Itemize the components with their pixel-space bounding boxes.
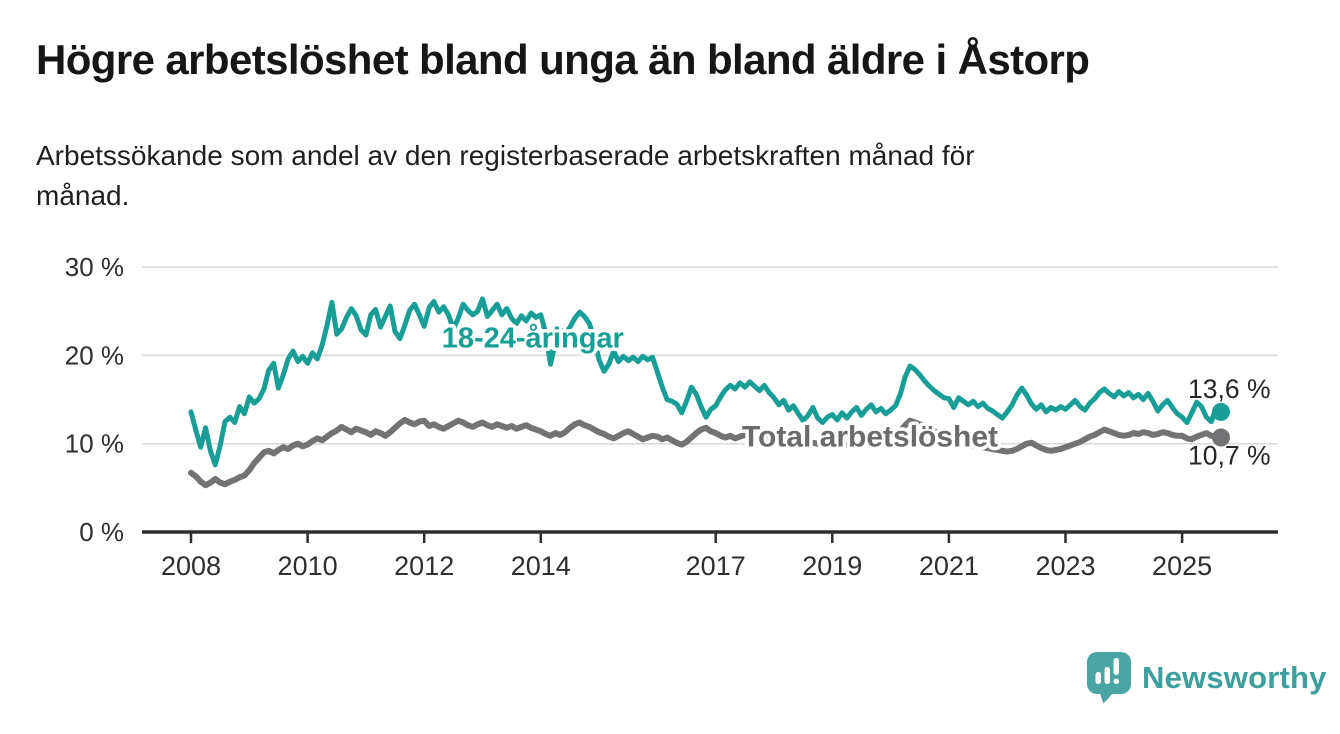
series-name-label-1: Total arbetslöshet: [742, 420, 998, 453]
x-tick-label: 2017: [686, 551, 746, 581]
newsworthy-logo: Newsworthy: [1086, 651, 1327, 704]
chart-subtitle-line-1: Arbetssökande som andel av den registerb…: [36, 140, 975, 171]
series-name-label-0: 18-24-åringar: [442, 323, 624, 355]
series-line-0: [188, 296, 1224, 468]
newsworthy-logo-text: Newsworthy: [1142, 659, 1327, 695]
x-tick-label: 2019: [802, 551, 862, 581]
x-tick-label: 2021: [919, 551, 979, 581]
series-end-value-label-0: 13,6 %: [1188, 374, 1271, 404]
y-tick-label: 0 %: [79, 517, 124, 547]
series-end-dot-0: [1212, 402, 1230, 421]
y-tick-label: 10 %: [65, 429, 124, 459]
x-tick-label: 2025: [1152, 551, 1212, 581]
x-tick-label: 2012: [394, 551, 454, 581]
newsworthy-logo-icon: [1087, 652, 1131, 704]
chart-subtitle-line-2: månad.: [36, 180, 130, 211]
y-tick-label: 20 %: [65, 340, 124, 370]
x-tick-label: 2023: [1035, 551, 1095, 581]
x-tick-label: 2014: [511, 551, 571, 581]
chart-subtitle: Arbetssökande som andel av den registerb…: [36, 136, 975, 216]
x-tick-label: 2008: [161, 551, 221, 581]
series-end-dot-1: [1212, 428, 1230, 447]
series-line-1: [188, 416, 1224, 489]
x-tick-label: 2010: [278, 551, 338, 581]
series-end-value-label-1: 10,7 %: [1188, 441, 1271, 471]
y-tick-label: 30 %: [65, 252, 124, 282]
page-title: Högre arbetslöshet bland unga än bland ä…: [36, 36, 1090, 83]
